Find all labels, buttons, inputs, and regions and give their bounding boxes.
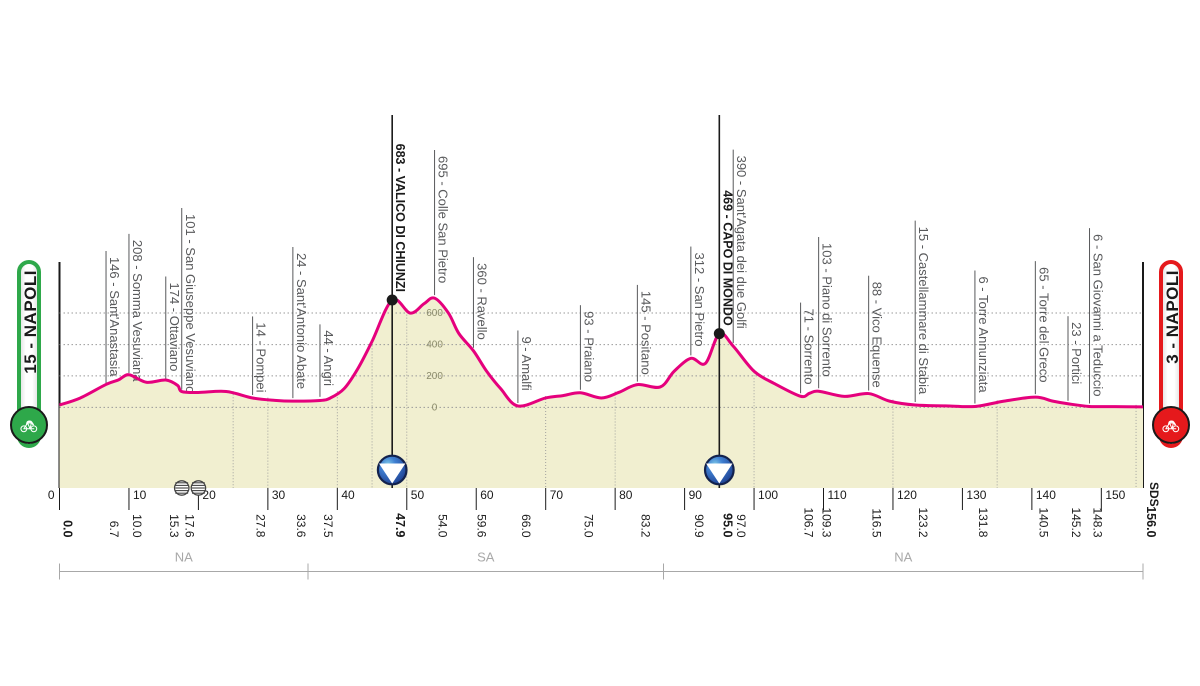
svg-text:10: 10 bbox=[133, 488, 147, 502]
svg-text:15.3: 15.3 bbox=[167, 514, 181, 538]
svg-text:145.2: 145.2 bbox=[1069, 507, 1083, 537]
svg-text:59.6: 59.6 bbox=[474, 514, 488, 538]
svg-text:SA: SA bbox=[477, 550, 495, 565]
svg-text:SDS: SDS bbox=[1147, 482, 1161, 507]
svg-text:103 - Piano di Sorrento: 103 - Piano di Sorrento bbox=[820, 243, 835, 377]
svg-text:148.3: 148.3 bbox=[1091, 507, 1105, 537]
svg-text:400: 400 bbox=[426, 340, 443, 351]
svg-text:70: 70 bbox=[550, 488, 564, 502]
svg-text:90.9: 90.9 bbox=[692, 514, 706, 538]
svg-text:44 - Angri: 44 - Angri bbox=[321, 330, 336, 386]
svg-text:24 - Sant'Antonio Abate: 24 - Sant'Antonio Abate bbox=[294, 253, 309, 389]
svg-text:83.2: 83.2 bbox=[638, 514, 652, 538]
svg-text:17.6: 17.6 bbox=[183, 514, 197, 538]
svg-text:9 - Amalfi: 9 - Amalfi bbox=[519, 336, 534, 390]
svg-text:6.7: 6.7 bbox=[107, 521, 121, 538]
svg-text:116.5: 116.5 bbox=[870, 508, 884, 537]
svg-text:90: 90 bbox=[689, 488, 703, 502]
svg-text:683 - VALICO DI CHIUNZI: 683 - VALICO DI CHIUNZI bbox=[393, 144, 407, 292]
svg-text:109.3: 109.3 bbox=[820, 507, 834, 537]
svg-text:30: 30 bbox=[272, 488, 286, 502]
svg-text:0.0: 0.0 bbox=[61, 520, 75, 537]
svg-text:95.0: 95.0 bbox=[720, 513, 734, 537]
svg-text:156.0: 156.0 bbox=[1144, 506, 1158, 537]
svg-text:10.0: 10.0 bbox=[130, 514, 144, 538]
svg-text:145 - Positano: 145 - Positano bbox=[638, 291, 653, 375]
svg-text:120: 120 bbox=[897, 488, 917, 502]
svg-text:208 - Somma Vesuviana: 208 - Somma Vesuviana bbox=[130, 240, 145, 382]
svg-text:14 - Pompei: 14 - Pompei bbox=[254, 322, 269, 392]
svg-text:390 - Sant'Agata dei due Golfi: 390 - Sant'Agata dei due Golfi bbox=[734, 156, 749, 329]
svg-text:50: 50 bbox=[411, 488, 425, 502]
svg-text:71 - Sorrento: 71 - Sorrento bbox=[802, 309, 817, 385]
svg-text:37.5: 37.5 bbox=[321, 514, 335, 538]
svg-text:695 - Colle San Pietro: 695 - Colle San Pietro bbox=[436, 156, 451, 283]
svg-text:100: 100 bbox=[758, 488, 778, 502]
svg-text:131.8: 131.8 bbox=[976, 507, 990, 537]
svg-text:80: 80 bbox=[619, 488, 633, 502]
svg-text:NA: NA bbox=[894, 550, 912, 565]
svg-text:101 - San Giuseppe Vesuviano: 101 - San Giuseppe Vesuviano bbox=[183, 214, 198, 393]
svg-text:600: 600 bbox=[426, 308, 443, 319]
svg-text:106.7: 106.7 bbox=[802, 507, 816, 537]
svg-text:0: 0 bbox=[432, 402, 438, 413]
svg-text:130: 130 bbox=[966, 488, 986, 502]
svg-text:47.9: 47.9 bbox=[393, 513, 407, 537]
svg-text:97.0: 97.0 bbox=[734, 514, 748, 538]
svg-text:54.0: 54.0 bbox=[436, 514, 450, 538]
svg-text:66.0: 66.0 bbox=[519, 514, 533, 538]
svg-text:6 - Torre Annunziata: 6 - Torre Annunziata bbox=[976, 276, 991, 393]
svg-text:150: 150 bbox=[1105, 488, 1125, 502]
svg-text:65 - Torre del Greco: 65 - Torre del Greco bbox=[1036, 267, 1051, 382]
svg-text:93 - Praiano: 93 - Praiano bbox=[581, 311, 596, 382]
svg-text:123.2: 123.2 bbox=[916, 507, 930, 537]
svg-text:NA: NA bbox=[175, 550, 193, 565]
svg-text:200: 200 bbox=[426, 371, 443, 382]
svg-text:140.5: 140.5 bbox=[1036, 507, 1050, 537]
svg-text:33.6: 33.6 bbox=[294, 514, 308, 538]
svg-text:27.8: 27.8 bbox=[254, 514, 268, 538]
svg-text:75.0: 75.0 bbox=[581, 514, 595, 538]
svg-text:0: 0 bbox=[48, 488, 55, 502]
svg-text:23 - Portici: 23 - Portici bbox=[1069, 322, 1084, 384]
svg-text:146 - Sant'Anastasia: 146 - Sant'Anastasia bbox=[107, 257, 122, 377]
svg-text:140: 140 bbox=[1036, 488, 1056, 502]
svg-text:312 - San Pietro: 312 - San Pietro bbox=[692, 253, 707, 347]
svg-text:40: 40 bbox=[341, 488, 355, 502]
svg-text:174 - Ottaviano: 174 - Ottaviano bbox=[167, 283, 182, 372]
svg-text:15 - Castellammare di Stabia: 15 - Castellammare di Stabia bbox=[916, 227, 931, 395]
svg-text:469 - CAPO DI MONDO: 469 - CAPO DI MONDO bbox=[720, 190, 734, 326]
svg-text:360 - Ravello: 360 - Ravello bbox=[474, 263, 489, 340]
svg-text:60: 60 bbox=[480, 488, 494, 502]
svg-text:6 - San Giovanni a Teduccio: 6 - San Giovanni a Teduccio bbox=[1091, 234, 1106, 396]
svg-text:110: 110 bbox=[828, 488, 847, 502]
svg-text:88 - Vico Equense: 88 - Vico Equense bbox=[870, 282, 885, 388]
